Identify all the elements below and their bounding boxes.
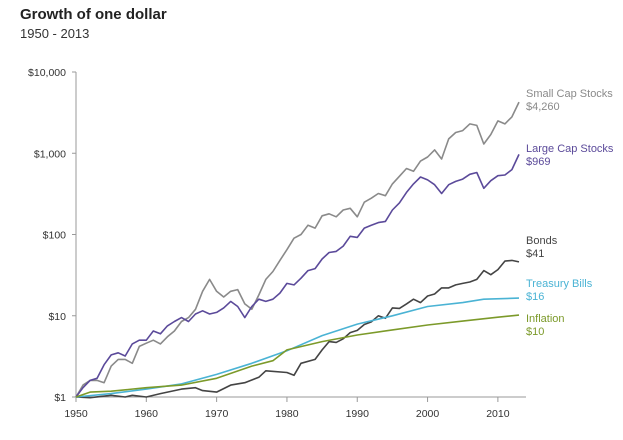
series-label: Treasury Bills: [526, 278, 593, 290]
chart-title: Growth of one dollar: [20, 6, 167, 23]
y-tick-label: $10,000: [28, 67, 66, 79]
series-end-value: $969: [526, 156, 550, 168]
x-tick-label: 1950: [64, 408, 88, 420]
series-line-bonds: [75, 259, 520, 399]
y-tick-label: $10: [48, 311, 66, 323]
x-tick-label: 1990: [346, 408, 370, 420]
series-end-value: $10: [526, 326, 544, 338]
series-line-small-cap-stocks: [75, 101, 520, 398]
series-line-treasury-bills: [75, 297, 520, 398]
x-tick-label: 2000: [416, 408, 440, 420]
chart-subtitle: 1950 - 2013: [20, 26, 90, 41]
series-label: Bonds: [526, 235, 558, 247]
series-end-value: $4,260: [526, 101, 560, 113]
series-label: Inflation: [526, 313, 565, 325]
x-tick-label: 1960: [135, 408, 159, 420]
y-tick-label: $100: [43, 230, 67, 242]
series-line-inflation: [75, 314, 520, 398]
series-label: Small Cap Stocks: [526, 88, 613, 100]
series-line-large-cap-stocks: [75, 154, 520, 398]
y-tick-label: $1: [54, 392, 66, 404]
x-tick-label: 1970: [205, 408, 229, 420]
series-end-value: $41: [526, 248, 544, 260]
y-tick-label: $1,000: [34, 148, 66, 160]
x-tick-label: 2010: [486, 408, 510, 420]
x-tick-label: 1980: [275, 408, 299, 420]
series-end-value: $16: [526, 291, 544, 303]
series-label: Large Cap Stocks: [526, 143, 614, 155]
